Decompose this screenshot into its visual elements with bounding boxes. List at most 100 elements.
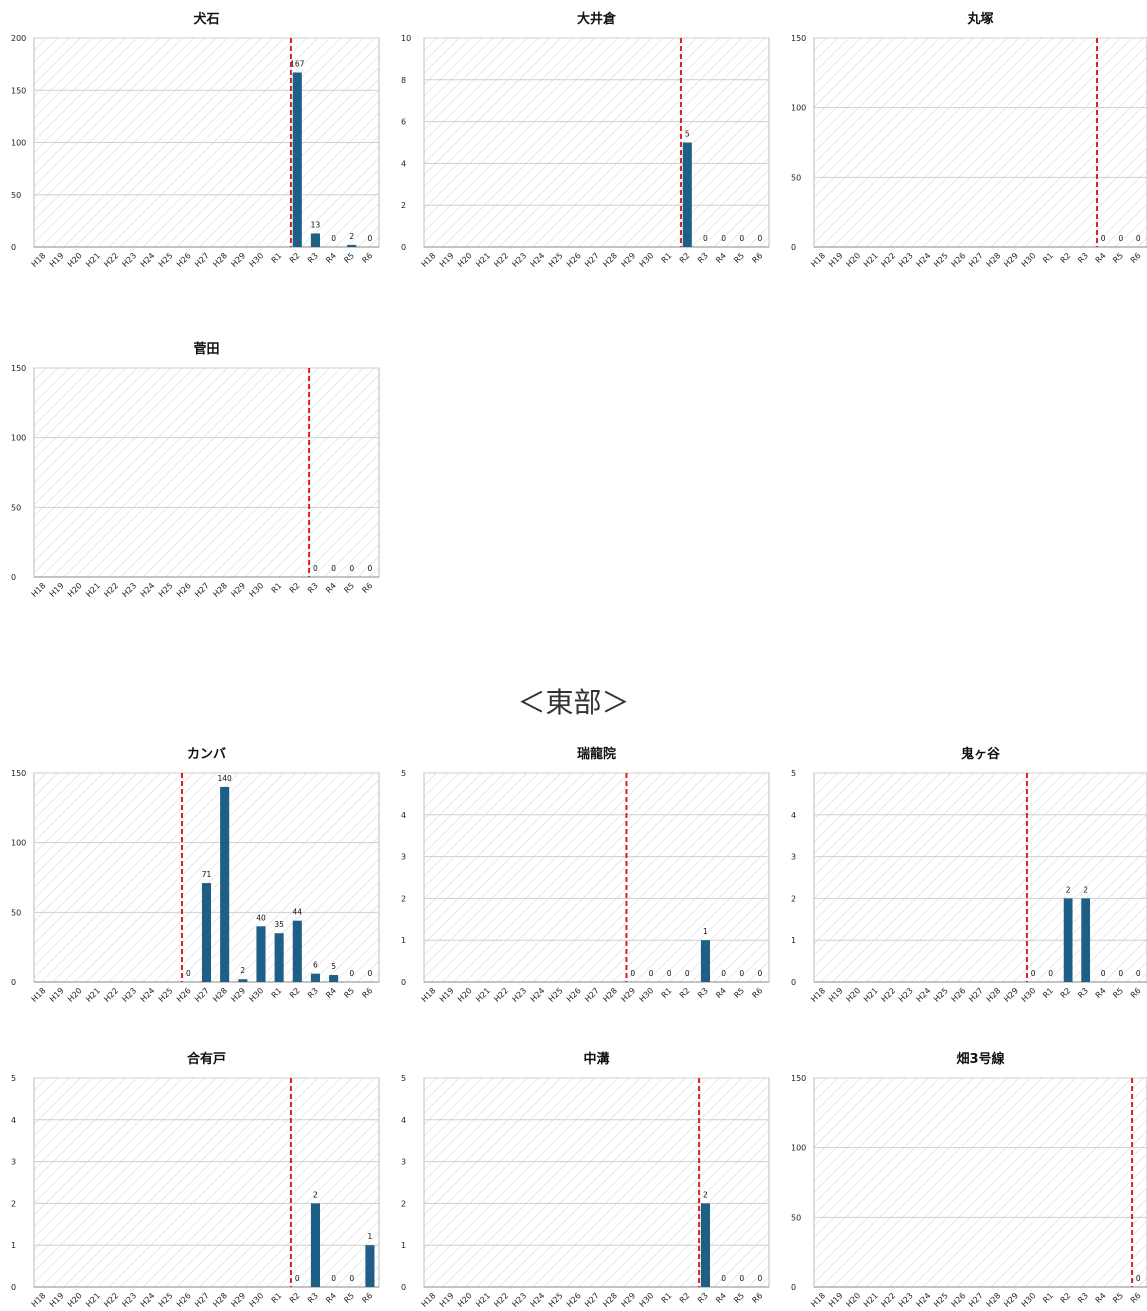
x-tick-label: H24 xyxy=(139,986,157,1004)
x-tick-label: H25 xyxy=(547,986,565,1004)
x-tick-label: H20 xyxy=(66,581,84,599)
x-tick-label: H25 xyxy=(932,251,950,269)
x-tick-label: H19 xyxy=(827,251,845,269)
x-tick-label: H29 xyxy=(229,986,247,1004)
x-tick-label: H19 xyxy=(438,251,456,269)
x-tick-label: H30 xyxy=(638,1291,656,1309)
plot-area xyxy=(33,1077,380,1288)
data-label: 0 xyxy=(1118,234,1123,243)
x-tick-label: R1 xyxy=(270,1291,284,1305)
x-tick-label: R6 xyxy=(1129,1291,1143,1305)
data-label: 0 xyxy=(295,1274,300,1283)
x-tick-label: H26 xyxy=(565,1291,583,1309)
x-tick-label: H18 xyxy=(809,986,827,1004)
y-tick-label: 0 xyxy=(401,1283,406,1292)
data-label: 0 xyxy=(667,969,672,978)
data-label: 2 xyxy=(703,1190,708,1199)
x-tick-label: R2 xyxy=(1059,1291,1073,1305)
x-tick-label: H22 xyxy=(879,986,897,1004)
plot-area xyxy=(813,1077,1147,1288)
x-tick-label: H18 xyxy=(30,1291,48,1309)
data-label: 0 xyxy=(758,969,763,978)
data-label: 0 xyxy=(649,969,654,978)
data-label: 2 xyxy=(1083,885,1088,894)
y-tick-label: 0 xyxy=(11,573,16,582)
x-tick-label: R6 xyxy=(1129,251,1143,265)
y-tick-label: 2 xyxy=(11,1199,16,1208)
x-tick-label: H28 xyxy=(985,251,1003,269)
chart-title: 丸塚 xyxy=(966,11,993,27)
x-tick-label: H20 xyxy=(844,1291,862,1309)
y-tick-label: 100 xyxy=(791,1144,806,1153)
y-tick-label: 2 xyxy=(401,201,406,210)
x-tick-label: H27 xyxy=(193,986,211,1004)
data-label: 0 xyxy=(703,234,708,243)
data-label: 5 xyxy=(685,130,690,139)
x-tick-label: H26 xyxy=(950,1291,968,1309)
x-tick-label: H28 xyxy=(211,581,229,599)
data-label: 0 xyxy=(1031,969,1036,978)
y-tick-label: 5 xyxy=(11,1074,16,1083)
y-tick-label: 4 xyxy=(791,811,796,820)
x-tick-label: R5 xyxy=(342,986,356,1000)
chart-title: 畑3号線 xyxy=(956,1051,1005,1067)
x-tick-label: H23 xyxy=(897,986,915,1004)
x-tick-label: H22 xyxy=(492,986,510,1004)
x-tick-label: R4 xyxy=(324,1291,338,1305)
bar xyxy=(201,883,212,982)
x-tick-label: R5 xyxy=(342,1291,356,1305)
bar xyxy=(310,1203,320,1287)
x-tick-label: R3 xyxy=(306,581,320,595)
x-tick-label: R6 xyxy=(1129,986,1143,1000)
x-tick-label: H21 xyxy=(474,1291,492,1309)
y-tick-label: 50 xyxy=(791,173,801,182)
x-tick-label: H27 xyxy=(583,1291,601,1309)
x-tick-label: H28 xyxy=(985,986,1003,1004)
plot-area xyxy=(423,1077,770,1288)
data-label: 0 xyxy=(1101,969,1106,978)
x-tick-label: H27 xyxy=(583,986,601,1004)
x-tick-label: R4 xyxy=(1094,1291,1108,1305)
data-label: 71 xyxy=(202,870,212,879)
bar xyxy=(310,973,320,982)
data-label: 1 xyxy=(703,927,708,936)
x-tick-label: R4 xyxy=(1094,986,1108,1000)
x-tick-label: H18 xyxy=(420,251,438,269)
y-tick-label: 150 xyxy=(11,364,26,373)
x-tick-label: H22 xyxy=(492,251,510,269)
x-tick-label: R3 xyxy=(1076,251,1090,265)
y-tick-label: 0 xyxy=(11,978,16,987)
x-tick-label: H29 xyxy=(1002,251,1020,269)
bar xyxy=(329,975,339,982)
x-tick-label: R4 xyxy=(324,251,338,265)
x-tick-label: H20 xyxy=(66,1291,84,1309)
x-tick-label: H27 xyxy=(967,986,985,1004)
x-tick-label: R1 xyxy=(270,581,284,595)
y-tick-label: 150 xyxy=(791,34,806,43)
x-tick-label: R5 xyxy=(732,1291,746,1305)
bar xyxy=(682,142,692,247)
x-tick-label: H22 xyxy=(102,581,120,599)
x-tick-label: R4 xyxy=(714,1291,728,1305)
x-tick-label: R3 xyxy=(306,251,320,265)
x-tick-label: H28 xyxy=(211,1291,229,1309)
y-tick-label: 3 xyxy=(401,853,406,862)
x-tick-label: H28 xyxy=(601,1291,619,1309)
x-tick-label: H26 xyxy=(565,986,583,1004)
bar xyxy=(700,940,710,982)
x-tick-label: R5 xyxy=(732,986,746,1000)
y-tick-label: 100 xyxy=(791,104,806,113)
y-tick-label: 2 xyxy=(401,894,406,903)
data-label: 0 xyxy=(349,1274,354,1283)
y-tick-label: 8 xyxy=(401,76,406,85)
y-tick-label: 200 xyxy=(11,34,26,43)
data-label: 2 xyxy=(1066,885,1071,894)
plot-area xyxy=(423,37,770,248)
x-tick-label: H24 xyxy=(915,986,933,1004)
data-label: 0 xyxy=(758,1274,763,1283)
y-tick-label: 4 xyxy=(401,811,406,820)
x-tick-label: H24 xyxy=(139,251,157,269)
x-tick-label: H23 xyxy=(120,581,138,599)
y-tick-label: 0 xyxy=(791,243,796,252)
